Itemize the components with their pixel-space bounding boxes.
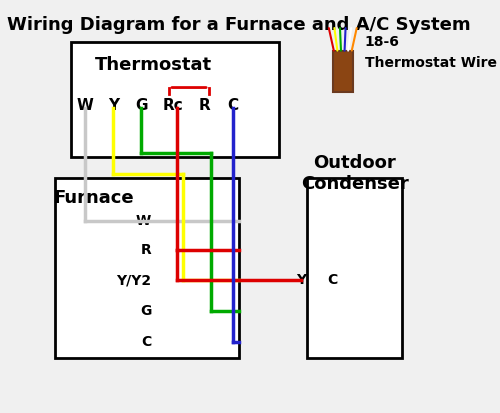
Text: Y: Y <box>296 273 306 287</box>
Text: G: G <box>135 98 147 114</box>
Text: Thermostat: Thermostat <box>94 56 212 74</box>
Text: Wiring Diagram for a Furnace and A/C System: Wiring Diagram for a Furnace and A/C Sys… <box>7 16 470 34</box>
Text: W: W <box>77 98 94 114</box>
Text: Y/Y2: Y/Y2 <box>116 273 151 287</box>
Text: C: C <box>141 335 151 349</box>
Text: W: W <box>136 214 151 228</box>
Text: Outdoor: Outdoor <box>313 154 396 172</box>
Bar <box>56 178 239 358</box>
Text: Y: Y <box>108 98 119 114</box>
Text: R: R <box>199 98 211 114</box>
Bar <box>306 178 402 358</box>
Text: Thermostat Wire: Thermostat Wire <box>364 56 496 70</box>
Text: C: C <box>228 98 238 114</box>
Text: G: G <box>140 304 151 318</box>
Text: R: R <box>140 242 151 256</box>
Bar <box>72 43 279 157</box>
Text: Rc: Rc <box>162 98 184 114</box>
Text: Furnace: Furnace <box>53 189 134 207</box>
Bar <box>332 51 352 92</box>
Text: 18-6: 18-6 <box>364 36 400 50</box>
Text: C: C <box>328 273 338 287</box>
Text: Condenser: Condenser <box>300 175 408 193</box>
